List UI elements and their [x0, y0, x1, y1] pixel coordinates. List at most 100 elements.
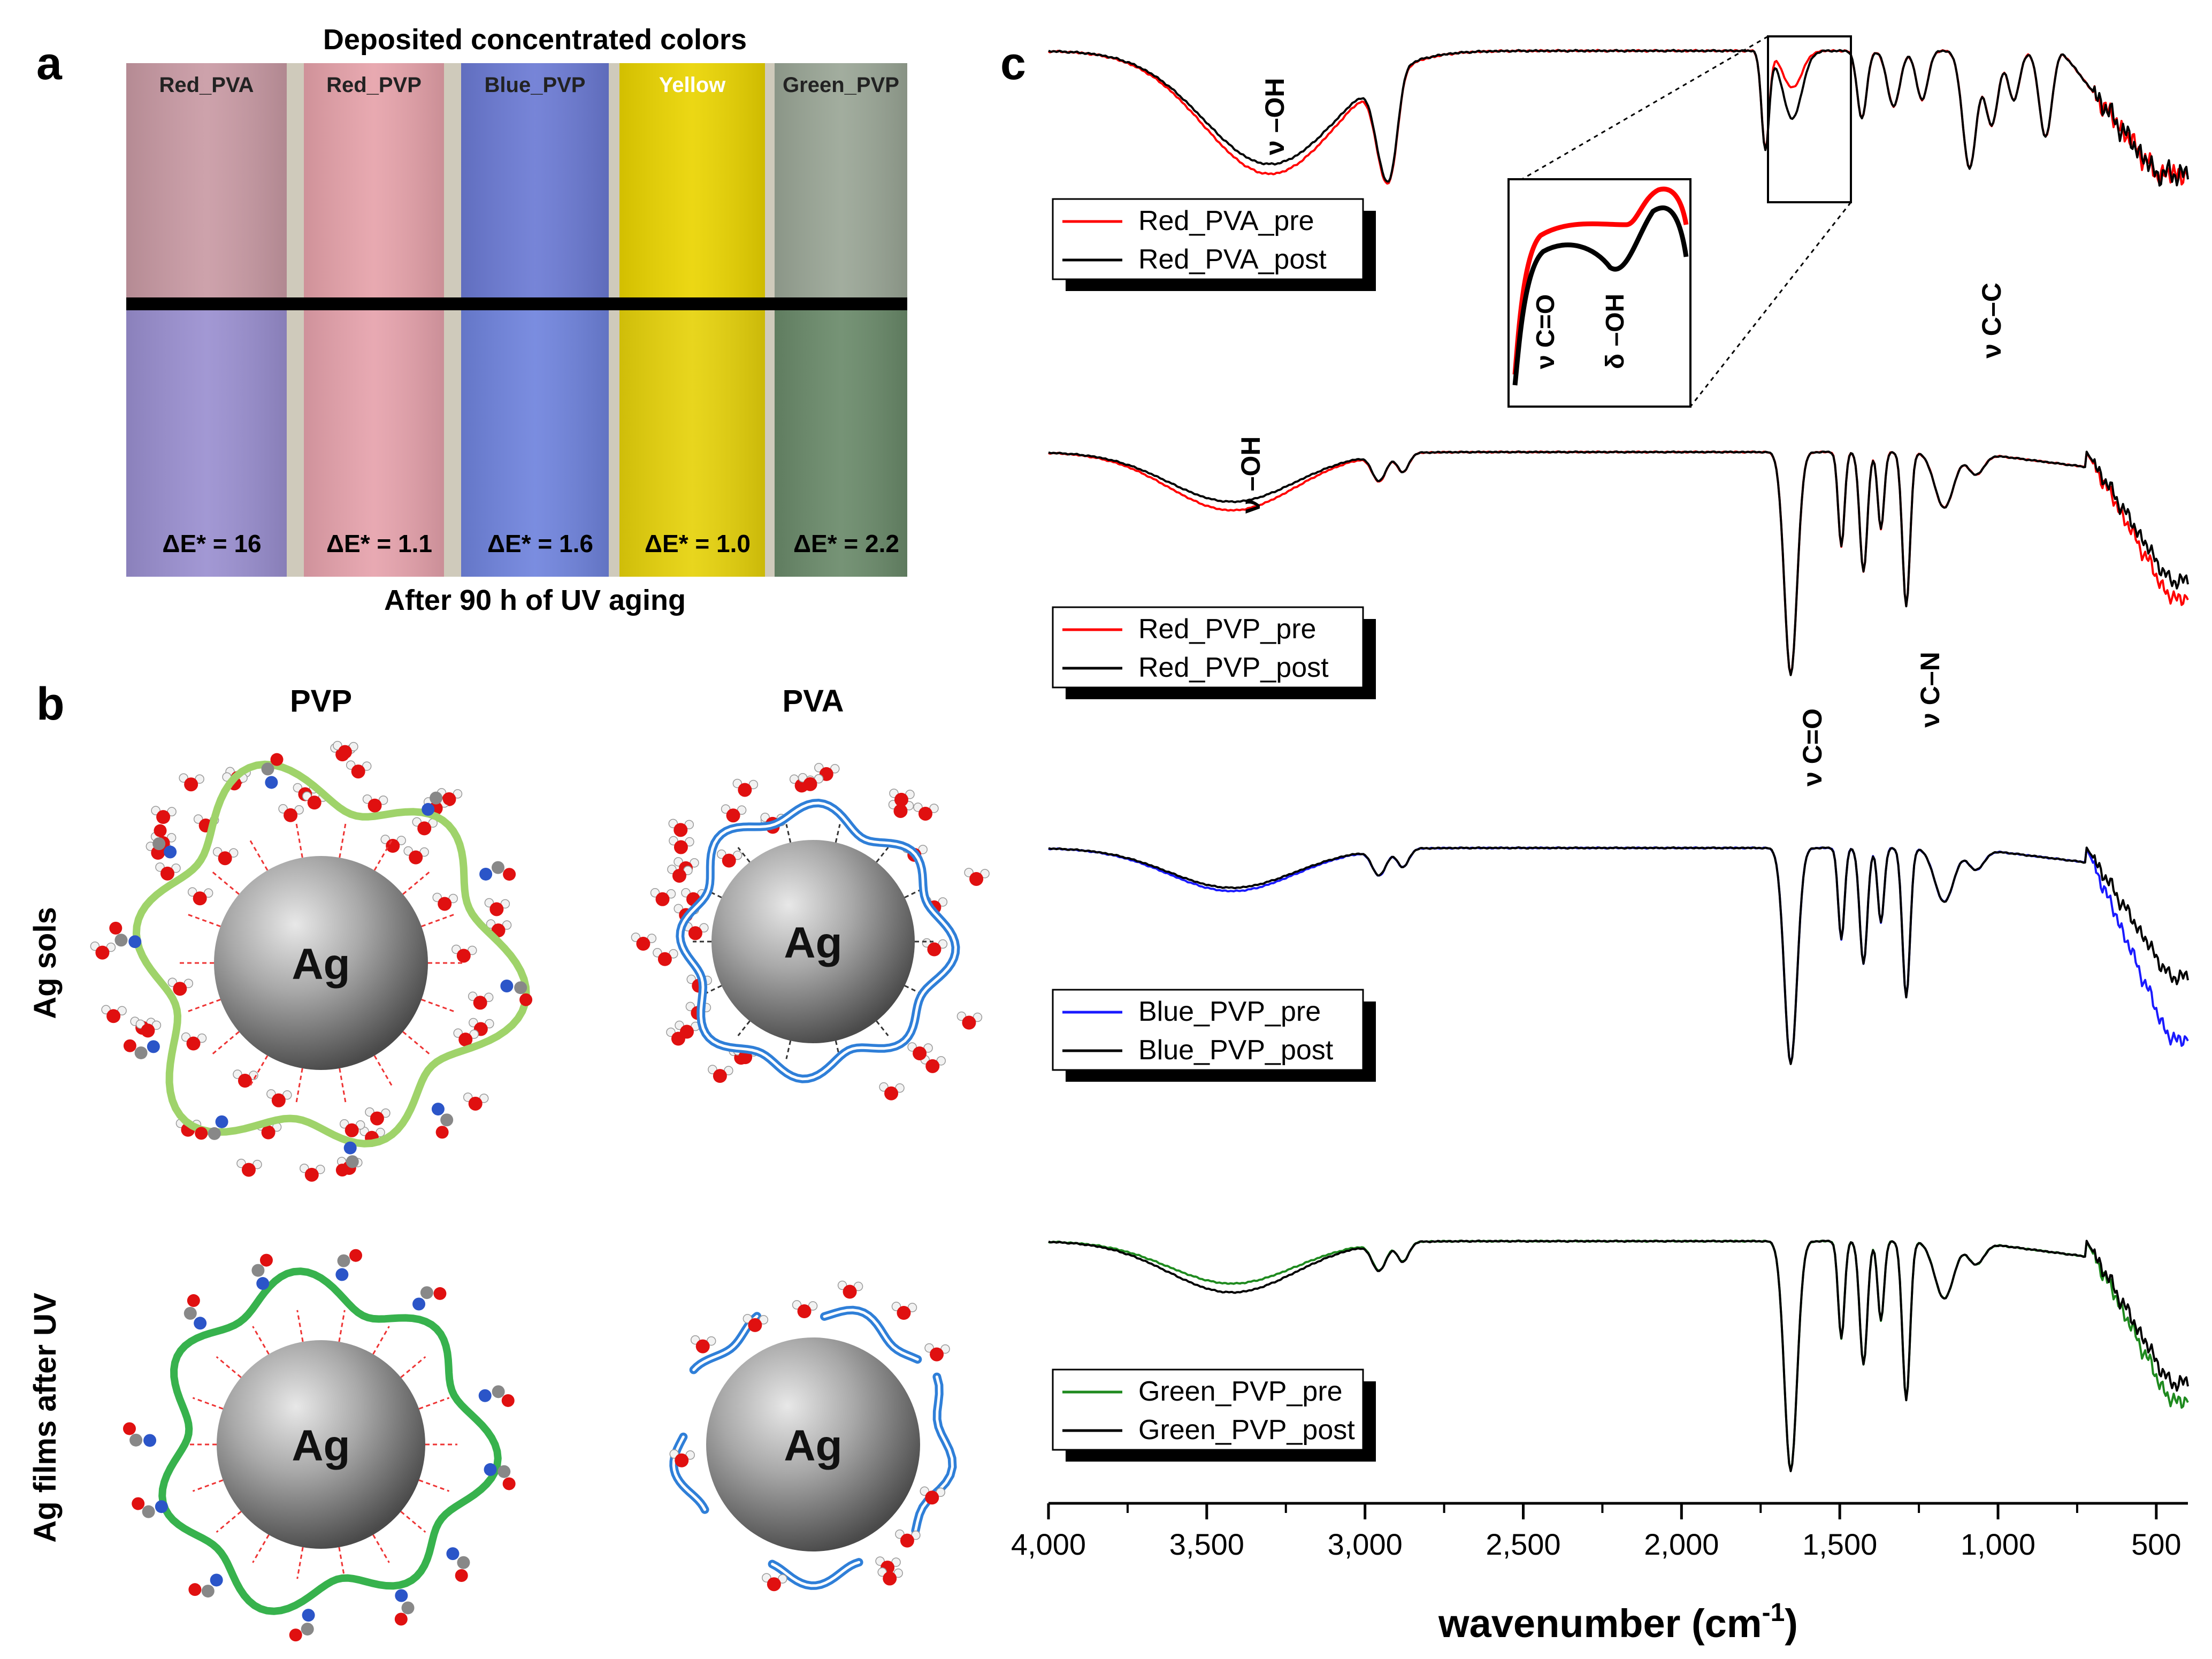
pva-sol-oxygen [969, 871, 984, 886]
pvp-film-hbond [418, 1397, 450, 1410]
inset-series-pre [1512, 186, 1689, 375]
pvp-sol-hbond [248, 837, 269, 871]
panel-a-label: a [36, 38, 63, 89]
inset-annotation-co: ν C=O [1532, 294, 1560, 369]
x-axis-title-close: ) [1785, 1601, 1798, 1646]
pvp-sol-oxygen [338, 745, 352, 759]
legend-box [1052, 989, 1364, 1071]
strip-shade [461, 63, 609, 577]
pva-film-particle-ag-label: Ag [784, 1421, 842, 1470]
pvp-sol-nitrogen [500, 980, 514, 993]
pvp-sol-oxygen [438, 897, 452, 911]
annotation-cn: ν C–N [1915, 652, 1945, 728]
pva-film-oxygen [930, 1347, 944, 1362]
pva-sol-oxygen [672, 868, 686, 883]
pvp-film-nitrogen [143, 1434, 157, 1447]
pva-sol-hbond [737, 847, 751, 863]
pvp-sol-oxygen [368, 798, 382, 813]
x-tick-label: 2,000 [1644, 1527, 1719, 1561]
molecule-illustrations: Ag Ag Ag Ag [90, 740, 990, 1642]
pvp-sol-oxygen [156, 810, 171, 824]
pvp-sol-particle-sphere [214, 856, 428, 1070]
pvp-sol-hbond [339, 820, 347, 858]
pvp-sol-carbonyl-oxygen [335, 1164, 349, 1177]
pvp-film-hbond [418, 1479, 450, 1492]
pvp-sol-hbond [295, 1068, 303, 1106]
x-tick-label: 500 [2131, 1527, 2181, 1561]
pvp-film-carbon [301, 1623, 314, 1636]
pvp-sol-oxygen [304, 1167, 319, 1182]
pvp-sol-carbonyl-oxygen [109, 921, 123, 935]
pvp-film-nitrogen [484, 1463, 497, 1476]
pva-sol-oxygen [713, 1069, 727, 1083]
pvp-film-carbonyl-oxygen [123, 1422, 136, 1435]
pva-film-oxygen [748, 1318, 762, 1332]
pvp-film-carbonyl-oxygen [501, 1394, 515, 1407]
legend-label: Blue_PVP_pre [1138, 996, 1321, 1027]
pvp-sol-oxygen [186, 1036, 201, 1051]
pvp-sol-carbon [114, 934, 128, 947]
x-axis-title-main: wavenumber (cm [1438, 1601, 1762, 1646]
pvp-sol-oxygen [370, 1111, 384, 1126]
strip-name-label: Blue_PVP [485, 73, 586, 97]
pvp-film-carbonyl-oxygen [289, 1629, 302, 1642]
pvp-film-carbonyl-oxygen [455, 1569, 468, 1582]
pvp-sol-oxygen [261, 1125, 275, 1140]
legend-box [1052, 198, 1364, 280]
zoom-connector [1689, 202, 1852, 407]
strip-name-label: Yellow [659, 73, 726, 97]
panel-c-label: c [1000, 38, 1026, 89]
x-tick-label: 3,000 [1328, 1527, 1403, 1561]
pvp-sol-carbon [491, 861, 504, 874]
annotation-co: ν C=O [1797, 708, 1827, 786]
pvp-sol-oxygen [409, 850, 423, 865]
pvp-sol-carbon [440, 1113, 454, 1127]
pva-film-chain-fragment-highlight [914, 1375, 954, 1532]
pvp-film-nitrogen [210, 1573, 223, 1587]
pvp-sol-oxygen [307, 796, 322, 810]
zoom-connector [1521, 35, 1769, 180]
pvp-film-carbonyl-oxygen [187, 1294, 200, 1308]
pvp-sol-carbon [152, 837, 166, 851]
pvp-sol-nitrogen [164, 845, 177, 859]
pvp-film-nitrogen [256, 1277, 270, 1290]
pvp-film-carbon [401, 1601, 415, 1615]
pva-sol-oxygen [893, 804, 908, 818]
pva-sol-particle-ag-label: Ag [784, 919, 842, 967]
strip-name-label: Red_PVA [159, 73, 254, 97]
delta-e-label: ΔE* = 1.0 [645, 530, 751, 557]
pvp-sol-hbond [402, 1031, 432, 1057]
pvp-sol-nitrogen [343, 1141, 357, 1155]
pvp-film-hbond [192, 1479, 224, 1492]
pvp-film-hbond [252, 1326, 270, 1355]
legend-box [1052, 606, 1364, 689]
pva-sol-oxygen [673, 840, 688, 854]
strip-shade [304, 63, 444, 577]
delta-e-label: ΔE* = 1.6 [487, 530, 593, 557]
strip-group: Red_PVA ΔE* = 16 Red_PVP ΔE* = 1.1 Blue_PVP Δ… [126, 63, 907, 577]
annotation-cc: ν C–C [1977, 282, 2007, 358]
pvp-sol-polymer-chain [132, 760, 530, 1148]
pva-film-oxygen [695, 1339, 710, 1354]
x-tick-label: 1,000 [1961, 1527, 2035, 1561]
inset-annotation-oh: δ –OH [1601, 294, 1629, 369]
pvp-film-nitrogen [302, 1609, 315, 1622]
pva-film-oxygen [925, 1490, 939, 1505]
strip-shade [619, 63, 765, 577]
pva-sol-oxygen [657, 952, 672, 966]
pvp-film-carbon [142, 1505, 155, 1518]
strip-shade [126, 63, 287, 577]
pva-sol-oxygen [688, 926, 702, 941]
series-line-red_pva_pre [1048, 49, 2189, 186]
pvp-film-nitrogen [335, 1268, 349, 1281]
pva-sol-oxygen [738, 783, 752, 797]
pvp-sol-oxygen [218, 851, 232, 866]
pvp-sol-hbond [421, 998, 457, 1013]
pva-sol-hbond [704, 985, 722, 995]
pvp-sol-carbonyl-oxygen [442, 792, 456, 806]
pva-film-oxygen [900, 1533, 914, 1548]
legend-label: Red_PVP_post [1138, 652, 1329, 683]
pva-sol-particle-sphere [711, 840, 915, 1043]
pvp-sol-carbonyl-oxygen [154, 824, 167, 837]
x-axis-title-sup: -1 [1762, 1599, 1785, 1627]
